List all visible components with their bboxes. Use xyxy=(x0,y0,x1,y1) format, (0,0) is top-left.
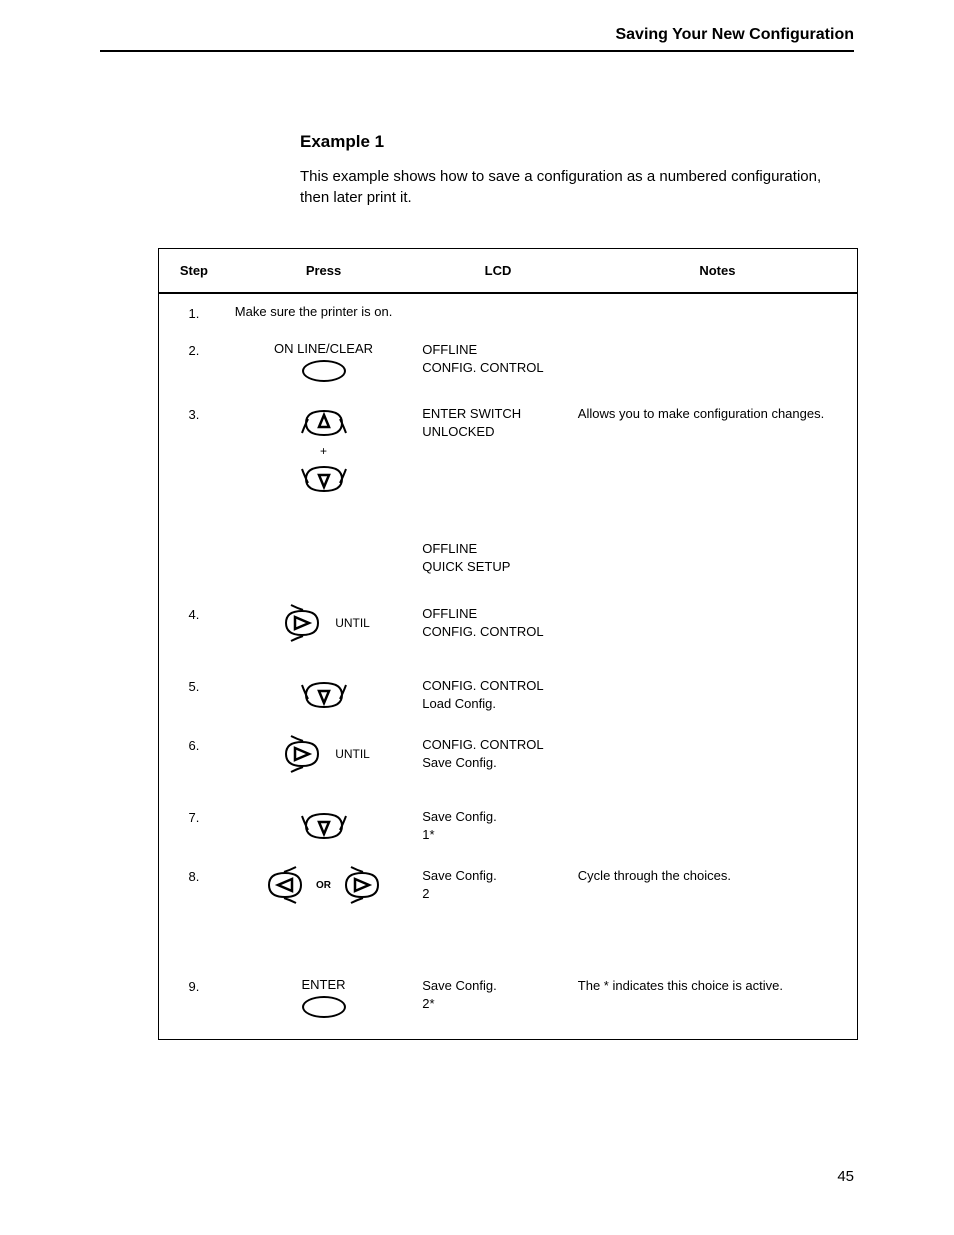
press-label: ON LINE/CLEAR xyxy=(229,341,418,356)
lcd-line: Save Config. xyxy=(422,808,578,826)
press-label: ENTER xyxy=(229,977,418,992)
step-number: 5. xyxy=(159,677,229,694)
lcd-line: OFFLINE xyxy=(422,605,578,623)
notes-cell: Cycle through the choices. xyxy=(578,867,857,885)
table-row: 4. UNTIL OFFLINE CONFIG. CONTROL xyxy=(159,595,857,667)
lcd-line: Load Config. xyxy=(422,695,578,713)
down-arrow-button-icon xyxy=(299,461,349,497)
lcd-line: CONFIG. CONTROL xyxy=(422,736,578,754)
step-number: 1. xyxy=(159,304,229,321)
example-title: Example 1 xyxy=(300,132,854,152)
plus-icon: + xyxy=(320,445,327,457)
lcd-line: ENTER SWITCH xyxy=(422,405,578,423)
step-number: 2. xyxy=(159,341,229,358)
lcd-line: CONFIG. CONTROL xyxy=(422,359,578,377)
steps-table: Step Press LCD Notes 1. Make sure the pr… xyxy=(158,248,858,1040)
col-header-press: Press xyxy=(229,263,418,278)
lcd-cell: CONFIG. CONTROL Save Config. xyxy=(418,736,578,771)
lcd-cell: Save Config. 1* xyxy=(418,808,578,843)
step-number: 8. xyxy=(159,867,229,884)
col-header-notes: Notes xyxy=(578,263,857,278)
left-arrow-button-icon xyxy=(260,867,310,903)
table-row: 3. + xyxy=(159,395,857,595)
lcd-line: Save Config. xyxy=(422,867,578,885)
step-number: 9. xyxy=(159,977,229,994)
step-number: 6. xyxy=(159,736,229,753)
or-label: OR xyxy=(316,880,331,891)
up-arrow-button-icon xyxy=(299,405,349,441)
press-cell: ON LINE/CLEAR xyxy=(229,341,418,385)
step-number: 3. xyxy=(159,405,229,422)
lcd-line: OFFLINE xyxy=(422,540,578,558)
lcd-line: Save Config. xyxy=(422,977,578,995)
example-block: Example 1 This example shows how to save… xyxy=(300,132,854,208)
lcd-cell: OFFLINE CONFIG. CONTROL xyxy=(418,341,578,376)
lcd-line: Save Config. xyxy=(422,754,578,772)
table-row: 9. ENTER Save Config. 2* The * indicates… xyxy=(159,967,857,1039)
press-cell: UNTIL xyxy=(229,736,418,780)
lcd-line: CONFIG. CONTROL xyxy=(422,677,578,695)
right-arrow-button-icon xyxy=(277,605,327,641)
oval-button-icon xyxy=(302,996,346,1018)
right-arrow-button-icon xyxy=(277,736,327,772)
press-cell: OR xyxy=(229,867,418,911)
col-header-step: Step xyxy=(159,263,229,278)
down-arrow-button-icon xyxy=(299,677,349,713)
lcd-cell: ENTER SWITCH UNLOCKED OFFLINE QUICK SETU… xyxy=(418,405,578,585)
press-cell: ENTER xyxy=(229,977,418,1021)
lcd-line: 1* xyxy=(422,826,578,844)
oval-button-icon xyxy=(302,360,346,382)
press-cell: + xyxy=(229,405,418,497)
press-cell: UNTIL xyxy=(229,605,418,649)
lcd-line: QUICK SETUP xyxy=(422,558,578,576)
notes-cell: The * indicates this choice is active. xyxy=(578,977,857,995)
page-number: 45 xyxy=(837,1168,854,1185)
col-header-lcd: LCD xyxy=(418,263,578,278)
table-row: 6. UNTIL CONFIG. CONTROL Save Config. xyxy=(159,726,857,798)
lcd-cell: CONFIG. CONTROL Load Config. xyxy=(418,677,578,712)
press-instruction: Make sure the printer is on. xyxy=(229,304,418,319)
lcd-cell: Save Config. 2 xyxy=(418,867,578,902)
notes-cell: Allows you to make configuration changes… xyxy=(578,405,857,423)
lcd-cell: Save Config. 2* xyxy=(418,977,578,1012)
table-row: 1. Make sure the printer is on. xyxy=(159,294,857,331)
until-label: UNTIL xyxy=(335,616,370,630)
lcd-line: UNLOCKED xyxy=(422,423,578,441)
lcd-line: 2* xyxy=(422,995,578,1013)
example-desc: This example shows how to save a configu… xyxy=(300,166,854,208)
lcd-line: 2 xyxy=(422,885,578,903)
down-arrow-button-icon xyxy=(299,808,349,844)
page-header: Saving Your New Configuration xyxy=(100,26,854,52)
step-number: 4. xyxy=(159,605,229,622)
lcd-cell: OFFLINE CONFIG. CONTROL xyxy=(418,605,578,640)
lcd-line: OFFLINE xyxy=(422,341,578,359)
press-cell xyxy=(229,808,418,847)
right-arrow-button-icon xyxy=(337,867,387,903)
table-row: 8. OR xyxy=(159,857,857,967)
table-row: 5. CONFIG. CONTROL Load Config. xyxy=(159,667,857,726)
until-label: UNTIL xyxy=(335,747,370,761)
table-row: 2. ON LINE/CLEAR OFFLINE CONFIG. CONTROL xyxy=(159,331,857,395)
table-header-row: Step Press LCD Notes xyxy=(159,249,857,294)
press-cell xyxy=(229,677,418,716)
lcd-line: CONFIG. CONTROL xyxy=(422,623,578,641)
header-title: Saving Your New Configuration xyxy=(615,26,854,43)
table-row: 7. Save Config. 1* xyxy=(159,798,857,857)
step-number: 7. xyxy=(159,808,229,825)
